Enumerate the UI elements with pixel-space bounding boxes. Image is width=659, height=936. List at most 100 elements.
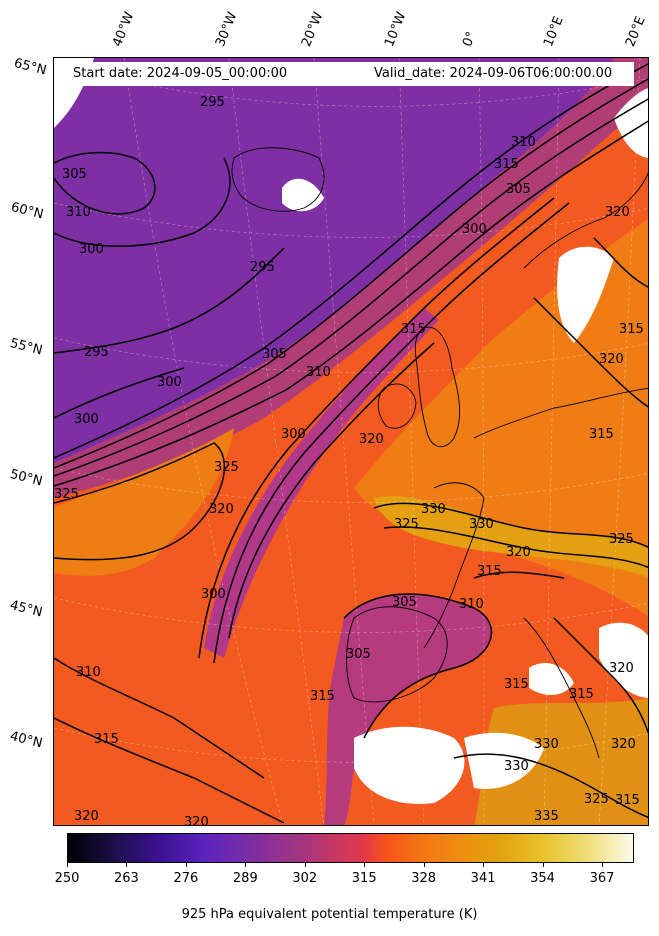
colorbar-tick-label: 276: [173, 871, 199, 886]
contour-label: 315: [589, 427, 614, 442]
contour-label: 315: [615, 793, 640, 808]
missing-data-alps: [529, 663, 574, 695]
colorbar-tick-mark: [67, 863, 68, 867]
contour-line: [593, 237, 648, 288]
contour-label: 300: [74, 412, 99, 427]
contour-line: [343, 593, 493, 739]
contour-labels: 295 295 295 300 300 300 300 300 300 305 …: [54, 95, 644, 826]
mediterranean-cool-region: [324, 594, 492, 825]
contour-label: 300: [79, 242, 104, 257]
contour-label: 305: [262, 347, 287, 362]
colorbar-tick-label: 341: [470, 871, 496, 886]
contour-label: 320: [359, 432, 384, 447]
coastline-europe: [473, 387, 648, 439]
colorbar-tick-mark: [483, 863, 485, 867]
contour-label: 320: [609, 661, 634, 676]
graticule-line: [54, 337, 648, 373]
colorbar-tick-label: 354: [530, 871, 555, 886]
theta-e-map: 295 295 295 300 300 300 300 300 300 305 …: [54, 58, 648, 826]
contour-label: 315: [94, 732, 119, 747]
contour-label: 315: [494, 157, 519, 172]
contour-label: 330: [421, 502, 446, 517]
contour-label: 315: [477, 564, 502, 579]
lon-label-10w: 10°W: [382, 10, 410, 49]
graticule-line: [598, 58, 641, 825]
lat-label-45n: 45°N: [8, 598, 44, 621]
contour-line: [54, 120, 648, 487]
missing-data-north-norway: [614, 88, 648, 158]
contour-line: [213, 202, 570, 664]
contour-label: 320: [611, 737, 636, 752]
contour-label: 320: [74, 809, 99, 824]
colorbar-tick-label: 315: [351, 871, 377, 886]
lat-label-55n: 55°N: [8, 336, 44, 359]
contour-label: 320: [599, 352, 624, 367]
cold-air-region: [54, 58, 614, 463]
contour-line: [54, 151, 156, 215]
contour-label: 310: [306, 365, 331, 380]
coastline-scandinavia: [523, 172, 648, 269]
colorbar-tick-label: 289: [232, 871, 258, 886]
lon-label-30w: 30°W: [213, 10, 241, 49]
contour-label: 295: [200, 95, 225, 110]
contour-line: [54, 717, 285, 824]
contour-label: 315: [401, 322, 426, 337]
graticule-line: [398, 58, 425, 825]
graticule-line: [478, 58, 485, 825]
missing-data-balkans: [599, 622, 648, 698]
coastline-britain: [414, 326, 461, 448]
contour-label: 315: [569, 687, 594, 702]
contour-label: 305: [392, 595, 417, 610]
colorbar-tick-label: 367: [589, 871, 615, 886]
graticule-line: [54, 202, 648, 238]
contour-label: 325: [54, 487, 79, 502]
contour-line: [54, 247, 285, 354]
date-header-box: [60, 62, 634, 86]
contour-label: 320: [209, 502, 234, 517]
contour-label: 300: [462, 222, 487, 237]
graticule-line: [54, 467, 648, 503]
lat-label-65n: 65°N: [12, 56, 48, 79]
lat-label-60n: 60°N: [9, 200, 45, 223]
contour-line: [198, 197, 555, 659]
colorbar-tick-mark: [304, 863, 306, 867]
contour-label: 335: [534, 809, 559, 824]
south-hot-region: [474, 698, 648, 825]
contour-label: 330: [469, 517, 494, 532]
contour-line: [54, 98, 648, 477]
coastline-iberia: [346, 606, 448, 703]
valid-date-label: Valid_date: 2024-09-06T06:00:00.00: [374, 66, 613, 81]
missing-data-atlas: [464, 732, 544, 789]
coastline-ireland: [377, 383, 417, 429]
contour-line: [373, 502, 648, 548]
contour-label: 325: [584, 792, 609, 807]
coastline-iceland: [231, 147, 325, 212]
contour-line: [383, 526, 648, 569]
contour-line: [473, 571, 565, 579]
colorbar-tick-mark: [364, 863, 366, 867]
contour-label: 315: [504, 677, 529, 692]
contour-label: 320: [184, 815, 209, 826]
contour-label: 325: [609, 532, 634, 547]
contour-label: 310: [76, 665, 101, 680]
colorbar-tick-mark: [423, 863, 425, 867]
contour-label: 325: [214, 460, 239, 475]
contour-line: [54, 157, 231, 247]
contour-line: [54, 78, 648, 469]
colorbar-tick-label: 302: [292, 871, 318, 886]
coastline-italy: [523, 617, 600, 759]
contour-line: [54, 657, 265, 779]
graticule-line: [54, 727, 648, 763]
contours: [54, 63, 648, 824]
contour-line: [228, 342, 435, 639]
graticule-line: [228, 58, 325, 825]
colorbar-tick-mark: [542, 863, 544, 867]
colorbar-tick-mark: [601, 863, 603, 867]
graticule-line: [543, 58, 560, 825]
start-date-label: Start date: 2024-09-05_00:00:00: [73, 66, 288, 81]
graticule-line: [54, 597, 648, 633]
contour-line: [553, 617, 648, 735]
contour-label: 305: [62, 167, 87, 182]
contour-label: 330: [534, 737, 559, 752]
lon-label-0: 0°: [460, 29, 480, 49]
